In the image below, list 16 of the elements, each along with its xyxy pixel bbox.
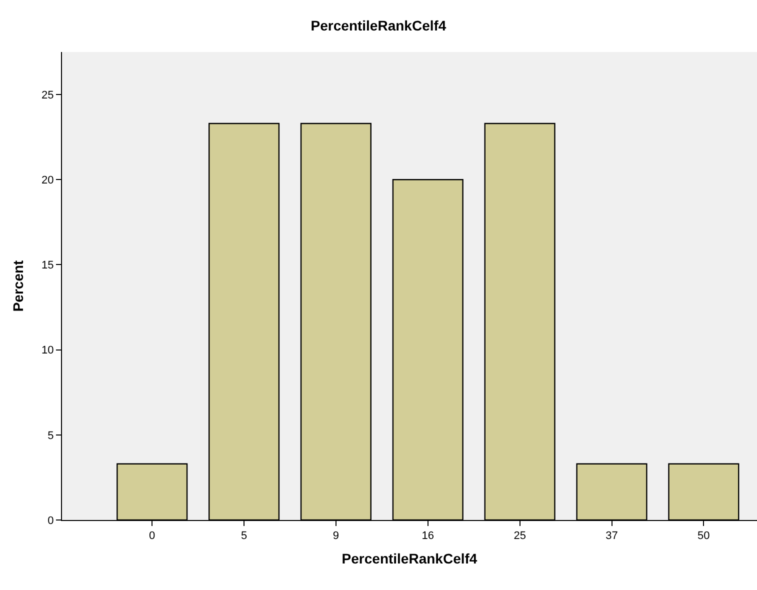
x-tick-label: 0 [149, 530, 156, 542]
x-tick-label: 37 [606, 530, 618, 542]
y-tick-label: 5 [48, 430, 54, 442]
y-tick-label: 0 [48, 514, 54, 527]
y-tick-label: 20 [42, 174, 54, 186]
y-tick-label: 10 [42, 344, 54, 357]
chart-title: PercentileRankCelf4 [310, 17, 446, 34]
y-tick-label: 15 [42, 260, 54, 272]
x-tick-label: 25 [514, 530, 526, 542]
x-tick-label: 50 [698, 530, 710, 542]
x-tick-label: 5 [240, 530, 248, 542]
x-tick-label: 9 [332, 530, 340, 542]
y-tick-label: 25 [42, 89, 54, 102]
x-tick-label: 16 [422, 530, 434, 542]
y-axis-title: Percent [10, 260, 26, 312]
x-axis-title: PercentileRankCelf4 [342, 550, 478, 566]
